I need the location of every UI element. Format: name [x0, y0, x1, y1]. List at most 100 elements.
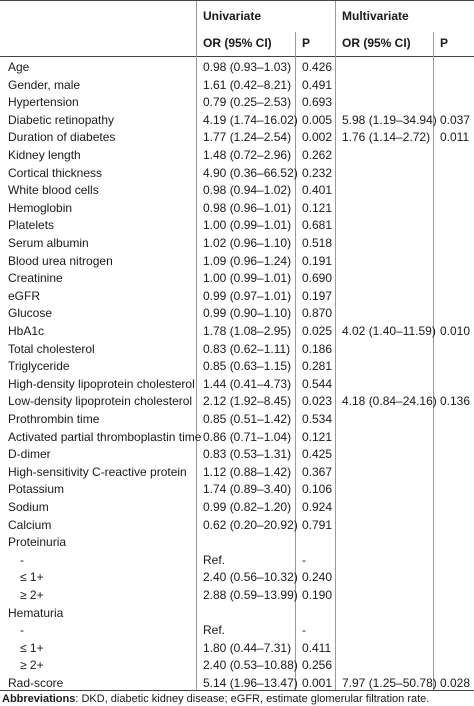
table-row: Rad-score 5.14 (1.96–13.47) 0.001 7.97 (1.2… [0, 673, 474, 692]
uni-p-cell: 0.693 [302, 95, 333, 110]
variable-cell: Proteinuria [8, 535, 67, 550]
uni-p-cell: 0.121 [302, 200, 333, 215]
table-row: Hemoglobin 0.98 (0.96–1.01) 0.121 [0, 198, 474, 217]
table-row: Cortical thickness 4.90 (0.36–66.52) 0.232 [0, 163, 474, 182]
uni-or-cell: 0.83 (0.53–1.31) [203, 447, 292, 462]
table-row: Blood urea nitrogen 1.09 (0.96–1.24) 0.191 [0, 251, 474, 270]
uni-or-cell: 0.98 (0.96–1.01) [203, 200, 292, 215]
column-divider [196, 32, 197, 56]
uni-or-cell: 1.09 (0.96–1.24) [203, 253, 292, 268]
multi-p-cell: 0.037 [440, 112, 471, 127]
uni-or-cell: 0.79 (0.25–2.53) [203, 95, 292, 110]
table-footnote: Abbreviations: DKD, diabetic kidney dise… [2, 692, 429, 706]
table-row: Kidney length 1.48 (0.72–2.96) 0.262 [0, 145, 474, 164]
uni-or-cell: 2.40 (0.56–10.32) [203, 570, 298, 585]
column-divider [433, 56, 434, 690]
uni-or-cell: 0.86 (0.71–1.04) [203, 429, 292, 444]
table-row: Calcium 0.62 (0.20–20.92) 0.791 [0, 515, 474, 534]
table-row: Diabetic retinopathy 4.19 (1.74–16.02) 0.0… [0, 110, 474, 129]
column-divider [295, 32, 296, 56]
uni-or-cell: 0.98 (0.94–1.02) [203, 183, 292, 198]
multi-or-cell: 4.18 (0.84–24.16) [342, 394, 437, 409]
uni-p-cell: 0.186 [302, 341, 333, 356]
uni-p-cell: 0.791 [302, 517, 333, 532]
uni-p-cell: 0.121 [302, 429, 333, 444]
uni-p-cell: 0.411 [302, 640, 332, 655]
variable-cell: Diabetic retinopathy [8, 112, 115, 127]
variable-cell: Hemoglobin [8, 200, 73, 215]
variable-cell: High-sensitivity C-reactive protein [8, 464, 187, 479]
uni-or-cell: 0.83 (0.62–1.11) [203, 341, 291, 356]
uni-p-cell: 0.690 [302, 271, 333, 286]
table-row: Hematuria [0, 603, 474, 622]
footnote-label: Abbreviations [2, 693, 76, 705]
variable-cell: Kidney length [8, 148, 81, 162]
variable-cell: Gender, male [8, 77, 81, 92]
variable-cell: Age [8, 60, 30, 74]
uni-p-cell: 0.367 [302, 464, 333, 479]
table-row: - Ref. - [0, 620, 474, 639]
uni-or-cell: 1.74 (0.89–3.40) [203, 482, 292, 497]
variable-cell: White blood cells [8, 183, 99, 198]
variable-cell: Serum albumin [8, 236, 89, 250]
uni-p-cell: 0.191 [302, 253, 333, 268]
table-row: Total cholesterol 0.83 (0.62–1.11) 0.186 [0, 339, 474, 358]
uni-or-cell: 1.48 (0.72–2.96) [203, 148, 292, 162]
variable-cell: ≤ 1+ [20, 570, 44, 585]
uni-p-cell: 0.001 [302, 676, 333, 690]
column-divider [335, 56, 336, 690]
uni-or-cell: 0.62 (0.20–20.92) [203, 517, 298, 532]
uni-p-cell: 0.190 [302, 588, 333, 602]
variable-cell: Prothrombin time [8, 412, 100, 426]
uni-p-cell: 0.924 [302, 500, 333, 514]
multivariate-header: Multivariate [342, 9, 409, 23]
variable-cell: High-density lipoprotein cholesterol [8, 376, 195, 391]
table-row: Duration of diabetes 1.77 (1.24–2.54) 0.00… [0, 127, 474, 146]
table-row: Hypertension 0.79 (0.25–2.53) 0.693 [0, 92, 474, 111]
uni-or-cell: 1.02 (0.96–1.10) [203, 236, 292, 250]
uni-p-cell: 0.197 [302, 288, 333, 303]
uni-or-cell: 0.98 (0.93–1.03) [203, 60, 292, 74]
group-header-row: Univariate Multivariate [0, 0, 474, 34]
uni-p-cell: 0.401 [302, 183, 333, 198]
table-row: Proteinuria [0, 532, 474, 551]
uni-p-cell: 0.491 [302, 77, 333, 92]
uni-or-cell: 0.99 (0.82–1.20) [203, 500, 292, 514]
uni-or-cell: 1.61 (0.42–8.21) [203, 77, 292, 92]
uni-p-cell: 0.232 [302, 165, 333, 180]
table-row: Triglyceride 0.85 (0.63–1.15) 0.281 [0, 356, 474, 375]
multi-or-cell: 7.97 (1.25–50.78) [342, 676, 437, 690]
uni-p-cell: 0.681 [302, 218, 333, 233]
variable-cell: Blood urea nitrogen [8, 253, 113, 268]
multi-p-cell: 0.011 [440, 130, 470, 145]
uni-p-cell: 0.518 [302, 236, 333, 250]
variable-cell: Sodium [8, 500, 49, 514]
uni-or-cell: 2.12 (1.92–8.45) [203, 394, 292, 409]
uni-p-cell: 0.240 [302, 570, 333, 585]
column-divider [335, 32, 336, 56]
uni-p-cell: 0.534 [302, 412, 333, 426]
variable-cell: Rad-score [8, 676, 64, 690]
table-row: ≥ 2+ 2.40 (0.53–10.88) 0.256 [0, 655, 474, 674]
multi-p-cell: 0.028 [440, 676, 471, 690]
variable-cell: Glucose [8, 306, 53, 321]
uni-p-cell: 0.281 [302, 359, 333, 374]
variable-cell: Creatinine [8, 271, 63, 286]
footnote-text: : DKD, diabetic kidney disease; eGFR, es… [75, 693, 430, 705]
variable-cell: - [20, 552, 24, 567]
table-row: Activated partial thromboplastin time 0.8… [0, 427, 474, 446]
table-row: Age 0.98 (0.93–1.03) 0.426 [0, 57, 474, 76]
multi-or-cell: 4.02 (1.40–11.59) [342, 324, 436, 338]
column-divider [196, 1, 197, 33]
table-row: Glucose 0.99 (0.90–1.10) 0.870 [0, 303, 474, 322]
multi-p-cell: 0.136 [440, 394, 471, 409]
table-body: Age 0.98 (0.93–1.03) 0.426 Gender, male 1.61… [0, 56, 474, 691]
uni-p-cell: 0.544 [302, 376, 333, 391]
uni-p-cell: 0.023 [302, 394, 333, 409]
variable-cell: eGFR [8, 288, 41, 303]
table-row: ≥ 2+ 2.88 (0.59–13.99) 0.190 [0, 585, 474, 604]
uni-p-cell: - [302, 552, 306, 567]
uni-p-cell: 0.256 [302, 658, 333, 673]
uni-or-cell: 1.77 (1.24–2.54) [203, 130, 292, 145]
uni-or-cell: 0.99 (0.90–1.10) [203, 306, 292, 321]
